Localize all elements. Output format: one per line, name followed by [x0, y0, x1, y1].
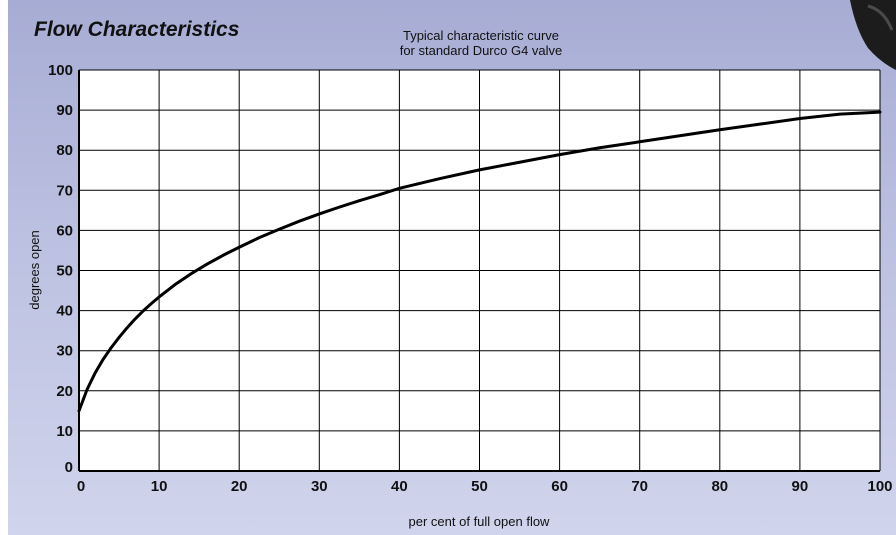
chart-title-line-1: Typical characteristic curve: [403, 28, 559, 43]
y-tick-label: 10: [56, 423, 73, 440]
x-tick-label: 30: [311, 478, 328, 495]
y-tick-label: 100: [48, 62, 73, 79]
section-title: Flow Characteristics: [34, 18, 239, 41]
y-tick-label: 80: [56, 142, 73, 159]
x-tick-label: 70: [631, 478, 648, 495]
y-tick-label: 50: [56, 263, 73, 280]
x-tick-label: 0: [77, 478, 85, 495]
y-tick-label: 90: [56, 102, 73, 119]
x-tick-label: 100: [867, 478, 892, 495]
y-tick-label: 20: [56, 383, 73, 400]
y-tick-label: 40: [56, 303, 73, 320]
x-tick-label: 90: [792, 478, 809, 495]
grid: [78, 69, 881, 472]
valve-photo-fragment: [850, 0, 896, 70]
x-tick-label: 60: [551, 478, 568, 495]
x-tick-label: 20: [231, 478, 248, 495]
x-axis-label: per cent of full open flow: [409, 514, 551, 529]
x-tick-label: 80: [711, 478, 728, 495]
y-tick-label: 0: [65, 459, 73, 476]
series-curve: [77, 110, 882, 413]
y-tick-label: 70: [56, 182, 73, 199]
x-tick-label: 40: [391, 478, 408, 495]
y-tick-label: 30: [56, 343, 73, 360]
chart-title-line-2: for standard Durco G4 valve: [400, 43, 563, 58]
tick-labels: 0 10 20 30 40 50 60 70 80 90 100 0 10 20 30 40 50 60 70 80 9…: [48, 62, 893, 495]
x-tick-label: 10: [151, 478, 168, 495]
x-tick-label: 50: [471, 478, 488, 495]
y-tick-label: 60: [56, 222, 73, 239]
y-axis-label: degrees open: [27, 230, 42, 310]
valve-photo-highlight: [867, 4, 894, 31]
